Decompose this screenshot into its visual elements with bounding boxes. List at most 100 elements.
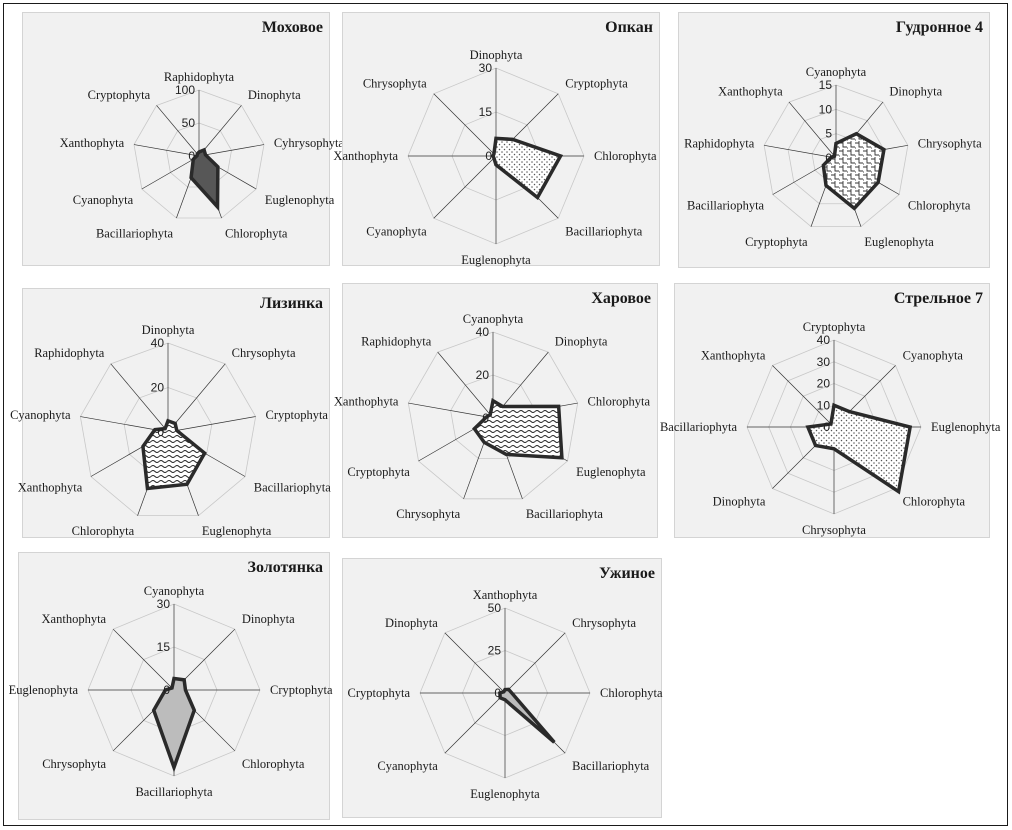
radar-panel-lizinka: Лизинка 0 20 40 Dinophyta Chrysophyta Cryptop… xyxy=(10,288,332,538)
axis-label: Dinophyta xyxy=(470,48,523,62)
axis-label: Cryptophyta xyxy=(803,320,866,334)
axis-label: Chlorophyta xyxy=(72,524,135,538)
axis-label: Cyhrysophyta xyxy=(274,136,345,150)
axis-label: Xanthophyta xyxy=(718,84,783,98)
axis-label: Bacillariophyta xyxy=(135,785,213,799)
axis-label: Euglenophyta xyxy=(470,787,540,801)
axis-label: Chlorophyta xyxy=(600,686,663,700)
axis-label: Bacillariophyta xyxy=(572,759,650,773)
axis-label: Raphidophyta xyxy=(361,334,432,348)
tick-label: 15 xyxy=(819,78,833,92)
data-series xyxy=(498,687,556,744)
axis-label: Chrysophyta xyxy=(918,137,982,151)
tick-label: 0 xyxy=(485,149,492,163)
tick-label: 0 xyxy=(157,425,164,439)
radar-panel-gudronnoe-4: Гудронное 4 0 5 10 15 Cyanophyta Dinophyta Chr… xyxy=(678,12,990,268)
axis-label: Cryptophyta xyxy=(270,683,333,697)
axis-label: Bacillariophyta xyxy=(254,481,332,495)
axis-label: Chrysophyta xyxy=(42,757,106,771)
axis-label: Dinophyta xyxy=(555,334,608,348)
axis-label: Xanthophyta xyxy=(473,588,538,602)
tick-label: 20 xyxy=(817,377,831,391)
axis-spoke xyxy=(444,632,506,694)
axis-label: Cyanophyta xyxy=(463,312,524,326)
axis-spoke xyxy=(788,101,837,159)
tick-label: 20 xyxy=(151,381,165,395)
axis-spoke xyxy=(110,363,169,433)
axis-label: Euglenophyta xyxy=(461,253,531,267)
axis-label: Euglenophyta xyxy=(202,524,272,538)
axis-label: Dinophyta xyxy=(889,84,942,98)
tick-label: 40 xyxy=(817,333,831,347)
grid-ring xyxy=(763,84,909,227)
axis-label: Xanthophyta xyxy=(18,481,83,495)
axis-spoke xyxy=(433,155,497,219)
axis-label: Chrysophyta xyxy=(802,523,866,537)
axis-label: Cyanophyta xyxy=(144,584,205,598)
axis-label: Xanthophyta xyxy=(42,612,107,626)
axis-spoke xyxy=(167,363,226,433)
tick-label: 0 xyxy=(163,683,170,697)
axis-label: Dinophyta xyxy=(713,495,766,509)
panel-title: Харовое xyxy=(591,290,651,307)
tick-label: 40 xyxy=(476,325,490,339)
axis-spoke xyxy=(133,144,200,157)
axis-label: Dinophyta xyxy=(142,323,195,337)
axis-spoke xyxy=(433,93,497,157)
data-series xyxy=(805,402,913,495)
radar-panel-mokhovoe: Моховое 0 50 100 Raphidophyta Dinophyta Cyhry… xyxy=(22,12,345,266)
radar-panel-opkan: Опкан 0 15 30 Dinophyta Cryptophyta Chlorophy… xyxy=(333,12,660,267)
axis-label: Chlorophyta xyxy=(908,199,971,213)
panel-title: Стрельное 7 xyxy=(893,290,983,307)
axis-label: Chlorophyta xyxy=(588,394,651,408)
axis-label: Euglenophyta xyxy=(265,193,335,207)
axis-label: Euglenophyta xyxy=(931,420,1001,434)
tick-label: 5 xyxy=(825,127,832,141)
axis-label: Cryptophyta xyxy=(265,408,328,422)
panel-title: Ужиное xyxy=(599,565,655,582)
radar-panel-kharovoe: Харовое 0 20 40 Cyanophyta Dinophyta Chloroph… xyxy=(334,283,658,538)
axis-spoke xyxy=(198,144,265,157)
axis-label: Bacillariophyta xyxy=(660,420,738,434)
tick-label: 50 xyxy=(182,116,196,130)
data-series xyxy=(821,131,886,211)
tick-label: 0 xyxy=(825,151,832,165)
axis-spoke xyxy=(408,402,494,419)
axis-label: Dinophyta xyxy=(385,616,438,630)
tick-label: 20 xyxy=(476,368,490,382)
tick-label: 30 xyxy=(157,597,171,611)
axis-label: Chlorophyta xyxy=(594,149,657,163)
axis-label: Bacillariophyta xyxy=(687,199,765,213)
axis-label: Dinophyta xyxy=(242,612,295,626)
panel-title: Золотянка xyxy=(247,559,324,576)
tick-label: 40 xyxy=(151,336,165,350)
tick-label: 25 xyxy=(488,644,502,658)
axis-label: Cryptophyta xyxy=(88,88,151,102)
axis-label: Cryptophyta xyxy=(745,235,808,249)
tick-label: 15 xyxy=(479,105,493,119)
tick-label: 15 xyxy=(157,640,171,654)
axis-label: Cyanophyta xyxy=(366,224,427,238)
tick-label: 0 xyxy=(188,149,195,163)
axis-label: Chrysophyta xyxy=(232,346,296,360)
tick-label: 30 xyxy=(479,61,493,75)
grid-ring xyxy=(133,89,265,219)
tick-label: 0 xyxy=(823,420,830,434)
axis-label: Cyanophyta xyxy=(377,759,438,773)
axis-label: Chrysophyta xyxy=(396,507,460,521)
grid-ring xyxy=(450,374,536,459)
axis-label: Bacillariophyta xyxy=(526,507,604,521)
axis-spoke xyxy=(437,351,494,419)
axis-label: Raphidophyta xyxy=(684,137,755,151)
panel-title: Моховое xyxy=(261,19,323,36)
axis-spoke xyxy=(504,632,566,694)
panel-title: Гудронное 4 xyxy=(895,19,983,36)
axis-label: Chrysophyta xyxy=(363,77,427,91)
panel-title: Лизинка xyxy=(260,295,323,312)
tick-label: 100 xyxy=(175,83,195,97)
